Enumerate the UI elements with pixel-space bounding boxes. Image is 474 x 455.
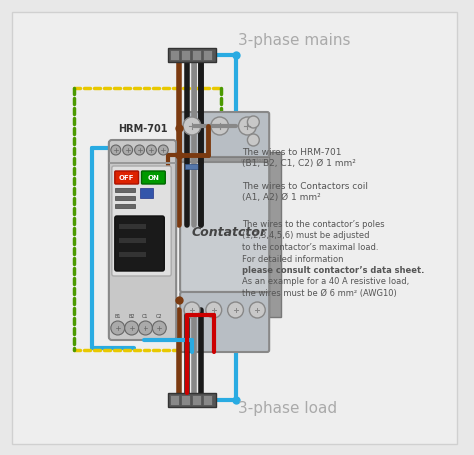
Bar [168,48,216,62]
FancyBboxPatch shape [180,112,269,157]
Bar [139,188,154,198]
Text: B2: B2 [128,313,135,318]
Text: 3-phase load: 3-phase load [237,400,337,415]
Text: C2: C2 [156,313,163,318]
FancyBboxPatch shape [115,171,138,184]
Bar [109,162,176,164]
Circle shape [138,321,153,335]
Bar [115,188,135,192]
FancyBboxPatch shape [112,166,171,276]
Circle shape [135,145,145,155]
Text: As an example for a 40 A resistive load,: As an example for a 40 A resistive load, [243,278,410,287]
Bar [181,50,190,60]
Circle shape [228,302,244,318]
Bar [170,395,179,405]
Text: (1,2,3,4,5,6) must be adjusted: (1,2,3,4,5,6) must be adjusted [243,232,370,241]
Text: HRM-701: HRM-701 [118,124,167,134]
FancyBboxPatch shape [109,140,176,340]
Circle shape [183,117,201,135]
Bar [269,152,281,317]
Text: the wires must be Ø 6 mm² (AWG10): the wires must be Ø 6 mm² (AWG10) [243,289,397,298]
Circle shape [146,145,156,155]
Circle shape [125,321,138,335]
FancyBboxPatch shape [115,216,164,271]
Text: The wires to Contactors coil: The wires to Contactors coil [243,182,368,191]
Bar [181,395,190,405]
Text: contactor: contactor [241,158,264,163]
Text: to the contactor’s maximal load.: to the contactor’s maximal load. [243,243,379,252]
Bar [119,224,146,229]
Circle shape [123,145,133,155]
FancyBboxPatch shape [142,171,165,184]
Circle shape [247,116,259,128]
Text: (B1, B2, C1, C2) Ø 1 mm²: (B1, B2, C1, C2) Ø 1 mm² [243,159,356,168]
Text: B1: B1 [115,313,121,318]
Bar [203,50,212,60]
Circle shape [249,302,265,318]
FancyBboxPatch shape [180,162,269,292]
Text: C1: C1 [142,313,149,318]
Circle shape [211,117,228,135]
Circle shape [238,117,256,135]
Text: ON: ON [147,175,159,181]
Text: please consult contactor’s data sheet.: please consult contactor’s data sheet. [243,266,425,275]
Bar [115,204,135,208]
Circle shape [111,321,125,335]
Text: OFF: OFF [119,175,135,181]
Text: Contatctor: Contatctor [192,226,267,238]
Text: (A1, A2) Ø 1 mm²: (A1, A2) Ø 1 mm² [243,193,321,202]
Bar [192,395,201,405]
Bar [170,50,179,60]
Text: For detailed information: For detailed information [243,254,344,263]
Circle shape [153,321,166,335]
Bar [168,393,216,407]
Bar [185,164,203,169]
Bar [119,238,146,243]
Circle shape [184,302,200,318]
Text: The wires to the contactor’s poles: The wires to the contactor’s poles [243,220,385,229]
Bar [192,50,201,60]
Circle shape [247,134,259,146]
Circle shape [158,145,168,155]
Bar [119,252,146,257]
FancyBboxPatch shape [180,292,269,352]
Bar [203,395,212,405]
Text: The wires to HRM-701: The wires to HRM-701 [243,148,342,157]
Text: 3-phase mains: 3-phase mains [237,32,350,47]
Circle shape [206,302,222,318]
Circle shape [111,145,121,155]
Bar [115,196,135,200]
Bar [180,157,269,161]
